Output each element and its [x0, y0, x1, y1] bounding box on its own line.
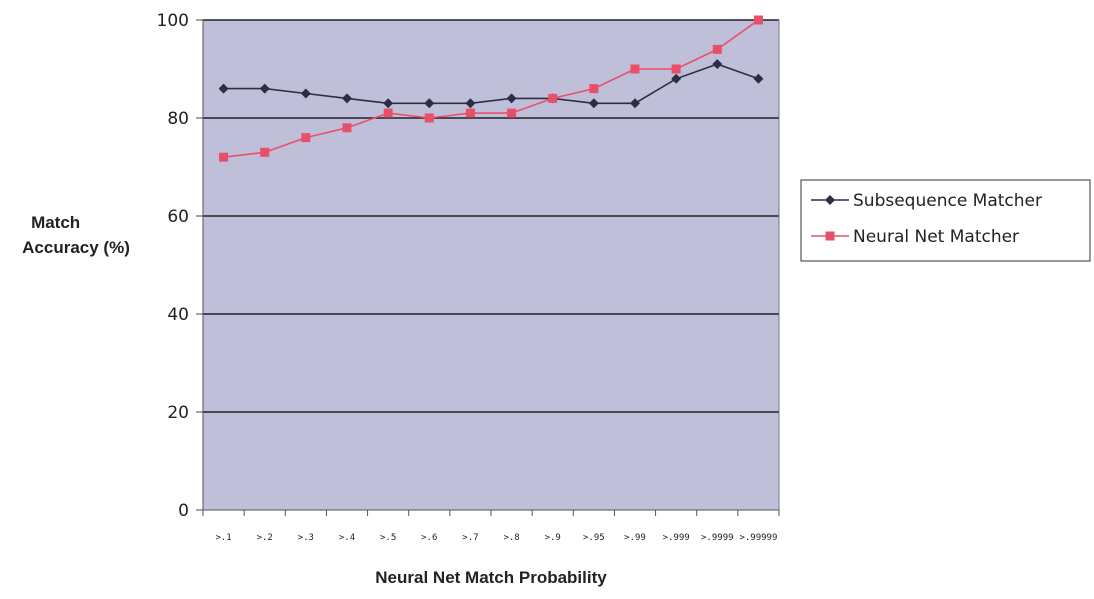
data-point	[588, 98, 599, 109]
plot-area	[203, 20, 779, 510]
x-tick-label: >.99	[624, 533, 646, 543]
data-point	[507, 108, 517, 118]
data-point	[548, 93, 558, 103]
legend-label: Neural Net Matcher	[853, 227, 1019, 247]
data-point	[424, 98, 435, 109]
x-tick-label: >.7	[462, 533, 478, 543]
data-point	[630, 98, 640, 109]
data-point	[465, 98, 476, 109]
data-point	[753, 73, 764, 84]
data-point	[342, 93, 352, 104]
data-point	[218, 83, 229, 94]
y-tick-label: 40	[167, 305, 189, 325]
legend-marker	[825, 195, 835, 205]
data-point	[259, 83, 270, 94]
x-axis-title: Neural Net Match Probability	[375, 568, 607, 587]
x-tick-label: >.6	[421, 533, 437, 543]
y-tick-label: 100	[157, 11, 189, 31]
y-axis-title-line-2: Accuracy (%)	[22, 238, 130, 257]
data-point	[300, 88, 311, 99]
data-point	[712, 44, 722, 54]
legend: Subsequence Matcher Neural Net Matcher	[800, 179, 1091, 262]
data-point	[383, 98, 394, 109]
x-tick-label: >.9999	[701, 533, 734, 543]
series-layer	[218, 15, 764, 162]
data-point	[589, 84, 599, 94]
data-point	[671, 64, 681, 74]
data-point	[630, 64, 640, 74]
x-tick-label: >.3	[298, 533, 314, 543]
x-tick-label: >.1	[215, 533, 231, 543]
legend-item-1: Subsequence Matcher	[811, 191, 1042, 211]
legend-marker	[825, 231, 835, 241]
data-point	[506, 93, 517, 104]
legend-item-2: Neural Net Matcher	[811, 227, 1019, 247]
legend-box	[800, 179, 1091, 262]
data-point	[753, 15, 763, 25]
x-axis-ticks: >.1 >.2 >.3 >.4 >.5 >.6 >.7 >.8 >.9 >.95 >.99 >.999…	[202, 510, 780, 543]
y-axis-title: Match Accuracy (%)	[22, 213, 130, 257]
x-tick-label: >.999	[663, 533, 690, 543]
x-tick-label: >.4	[339, 533, 355, 543]
y-tick-label: 80	[167, 109, 189, 129]
data-point	[671, 73, 682, 84]
data-point	[342, 123, 352, 133]
x-tick-label: >.5	[380, 533, 396, 543]
legend-label: Subsequence Matcher	[853, 191, 1042, 211]
y-tick-label: 0	[178, 501, 189, 521]
data-point	[260, 147, 270, 157]
y-axis-ticks: 0 20 40 60 80 100	[157, 11, 203, 521]
y-tick-label: 20	[167, 403, 189, 423]
series-2	[219, 15, 763, 162]
data-point	[712, 59, 723, 70]
data-point	[424, 113, 434, 123]
x-tick-label: >.99999	[739, 533, 777, 543]
data-point	[219, 152, 229, 162]
y-tick-label: 60	[167, 207, 189, 227]
y-axis-title-line-1: Match	[31, 213, 80, 232]
x-tick-label: >.2	[257, 533, 273, 543]
data-point	[465, 108, 475, 118]
series-line	[223, 63, 759, 105]
x-tick-label: >.8	[503, 533, 519, 543]
x-tick-label: >.95	[583, 533, 605, 543]
data-point	[383, 108, 393, 118]
data-point	[301, 133, 311, 143]
x-tick-label: >.9	[545, 533, 561, 543]
series-line	[223, 19, 759, 158]
grid-lines	[203, 19, 779, 413]
